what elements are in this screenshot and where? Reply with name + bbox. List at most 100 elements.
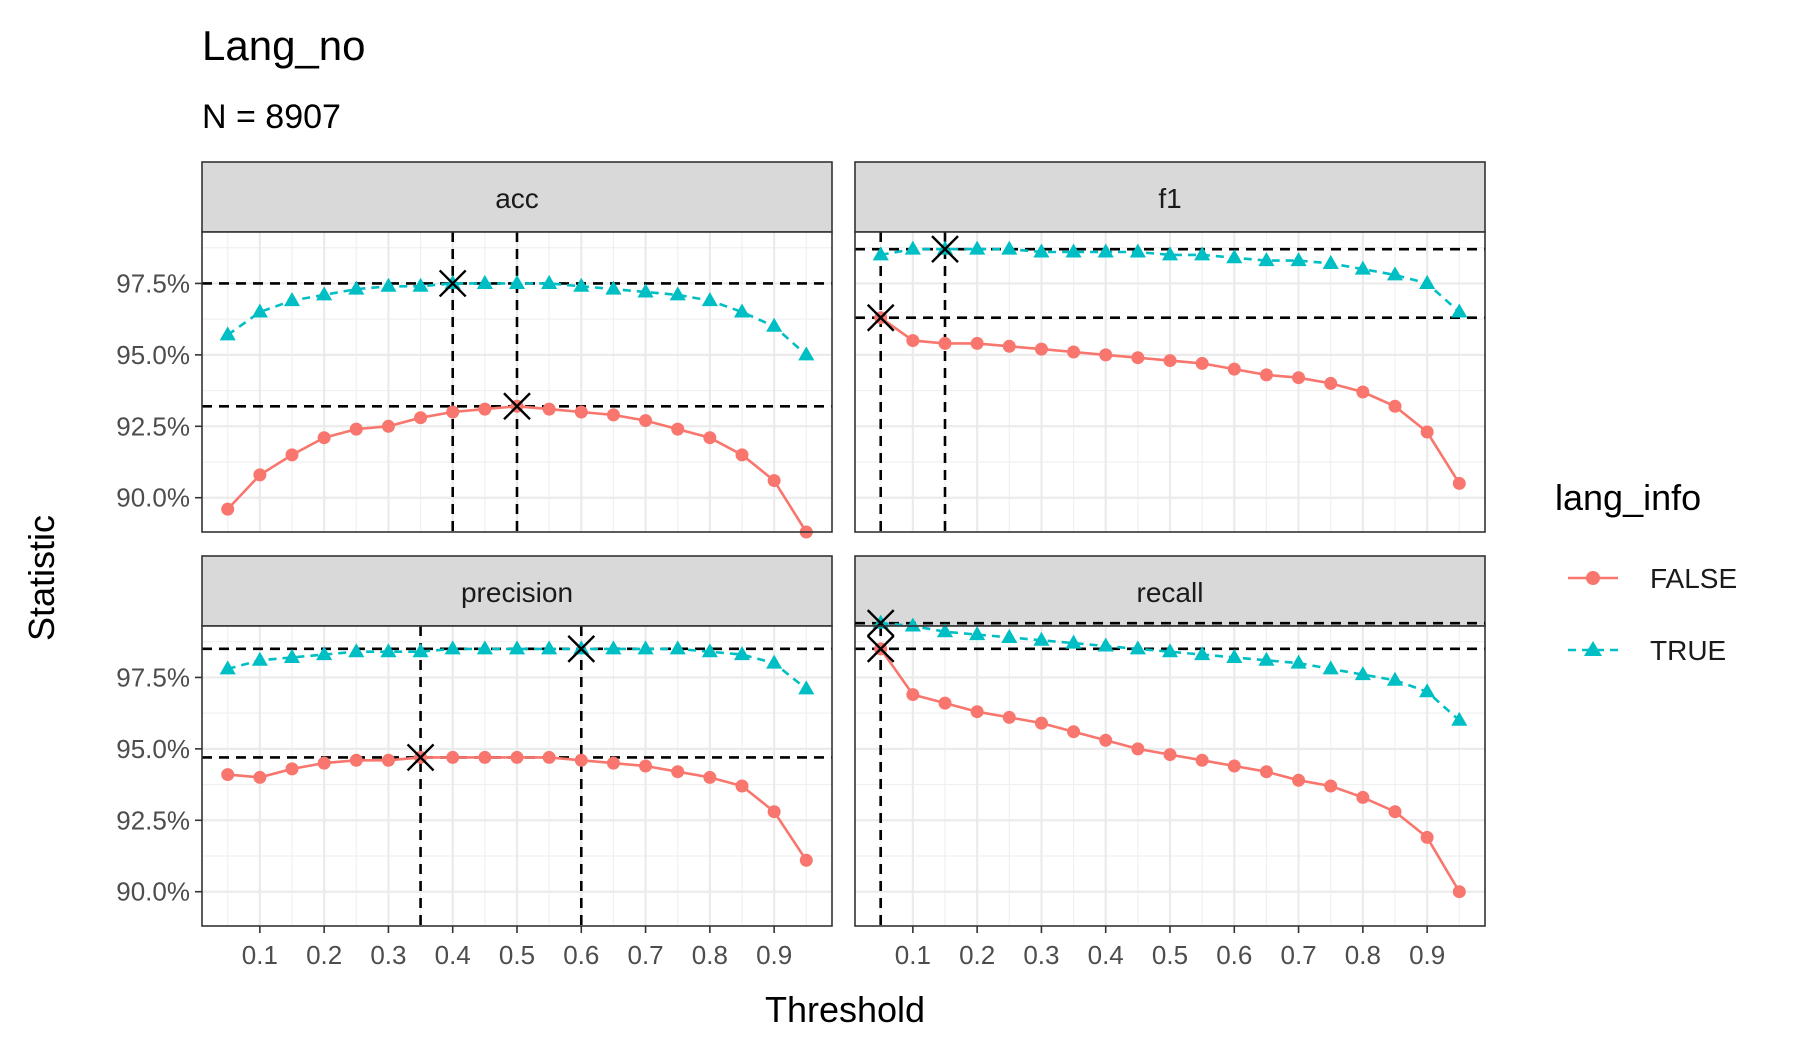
point-true xyxy=(1129,243,1146,258)
point-false xyxy=(606,408,620,422)
point-true xyxy=(605,280,622,295)
point-false xyxy=(1099,733,1113,747)
point-false xyxy=(1195,356,1209,370)
point-false xyxy=(1067,725,1081,739)
facet-precision: precision 90.0% 92.5% 95.0% 97.5% 0.1 0.2 0.3 0.… xyxy=(116,555,833,970)
point-false xyxy=(1034,342,1048,356)
point-false xyxy=(1067,345,1081,359)
point-true xyxy=(251,651,268,666)
point-true xyxy=(766,654,783,669)
point-true xyxy=(1354,666,1371,681)
x-tick-label: 0.1 xyxy=(895,940,931,970)
x-tick-label: 0.9 xyxy=(1409,940,1445,970)
point-true xyxy=(541,274,558,289)
point-true xyxy=(1001,628,1018,643)
point-false xyxy=(671,422,685,436)
y-tick-label: 92.5% xyxy=(116,411,190,441)
point-false xyxy=(1131,351,1145,365)
facet-strip-label: precision xyxy=(461,577,573,608)
point-false xyxy=(906,688,920,702)
point-true xyxy=(1129,640,1146,655)
point-false xyxy=(1259,765,1273,779)
point-true xyxy=(348,643,365,658)
point-false xyxy=(1002,339,1016,353)
x-tick-label: 0.6 xyxy=(563,940,599,970)
panel-border xyxy=(201,231,833,533)
x-axis-title: Threshold xyxy=(765,989,925,1030)
point-true xyxy=(573,277,590,292)
x-tick-label: 0.3 xyxy=(1023,940,1059,970)
point-true xyxy=(1226,648,1243,663)
legend-title: lang_info xyxy=(1555,477,1701,518)
best-marker-false xyxy=(866,635,895,663)
point-true xyxy=(701,292,718,307)
point-true xyxy=(219,660,236,675)
point-false xyxy=(349,753,363,767)
x-tick-label: 0.5 xyxy=(1152,940,1188,970)
x-tick-label: 0.6 xyxy=(1216,940,1252,970)
point-true xyxy=(904,240,921,255)
x-tick-label: 0.2 xyxy=(306,940,342,970)
point-true xyxy=(1451,711,1468,726)
point-true xyxy=(1194,246,1211,261)
point-true xyxy=(1322,254,1339,269)
point-false xyxy=(1034,716,1048,730)
y-tick-label: 90.0% xyxy=(116,877,190,907)
best-marker-true xyxy=(866,609,895,637)
point-true xyxy=(1161,643,1179,658)
point-true xyxy=(1419,683,1436,698)
point-true xyxy=(412,277,429,292)
point-false xyxy=(446,405,460,419)
point-false xyxy=(1163,354,1177,368)
point-true xyxy=(1097,637,1114,652)
point-true xyxy=(1001,240,1018,255)
point-false xyxy=(1163,748,1177,762)
point-false xyxy=(478,402,492,416)
point-false xyxy=(906,334,920,348)
point-true xyxy=(1033,243,1050,258)
point-false xyxy=(510,750,524,764)
best-marker-true xyxy=(931,235,959,263)
point-true xyxy=(1258,651,1275,666)
point-false xyxy=(1356,790,1370,804)
point-true xyxy=(936,623,954,638)
point-false xyxy=(414,411,428,425)
best-marker-true xyxy=(438,269,467,298)
point-false xyxy=(285,762,299,776)
point-true xyxy=(969,240,986,255)
point-true xyxy=(1194,646,1211,661)
point-true xyxy=(380,643,397,658)
x-tick-label: 0.7 xyxy=(627,940,663,970)
point-false xyxy=(938,696,952,710)
point-true xyxy=(872,246,889,261)
best-marker-false xyxy=(406,743,435,772)
point-false xyxy=(767,805,781,819)
point-false xyxy=(639,414,653,428)
point-false xyxy=(1131,742,1145,756)
y-tick-label: 90.0% xyxy=(116,483,190,513)
facet-f1: f1 xyxy=(854,161,1486,533)
y-tick-label: 95.0% xyxy=(116,340,190,370)
point-true xyxy=(1161,246,1179,261)
point-true xyxy=(1354,260,1371,275)
point-true xyxy=(637,640,654,655)
point-false xyxy=(285,448,299,462)
x-tick-label: 0.4 xyxy=(1088,940,1124,970)
point-true xyxy=(669,286,686,301)
chart-title: Lang_no xyxy=(202,22,366,69)
point-false xyxy=(1292,371,1306,385)
point-true xyxy=(701,643,718,658)
legend: lang_info FALSE TRUE xyxy=(1555,477,1737,666)
point-false xyxy=(574,753,588,767)
point-true xyxy=(1097,243,1114,258)
point-false xyxy=(1388,805,1402,819)
point-true xyxy=(1226,249,1243,264)
point-true xyxy=(316,286,333,301)
point-true xyxy=(219,326,236,341)
chart-subtitle: N = 8907 xyxy=(202,98,341,136)
point-false xyxy=(1356,385,1370,399)
point-true xyxy=(969,626,986,641)
point-true xyxy=(766,317,783,332)
point-false xyxy=(1002,710,1016,724)
point-true xyxy=(1065,634,1082,649)
